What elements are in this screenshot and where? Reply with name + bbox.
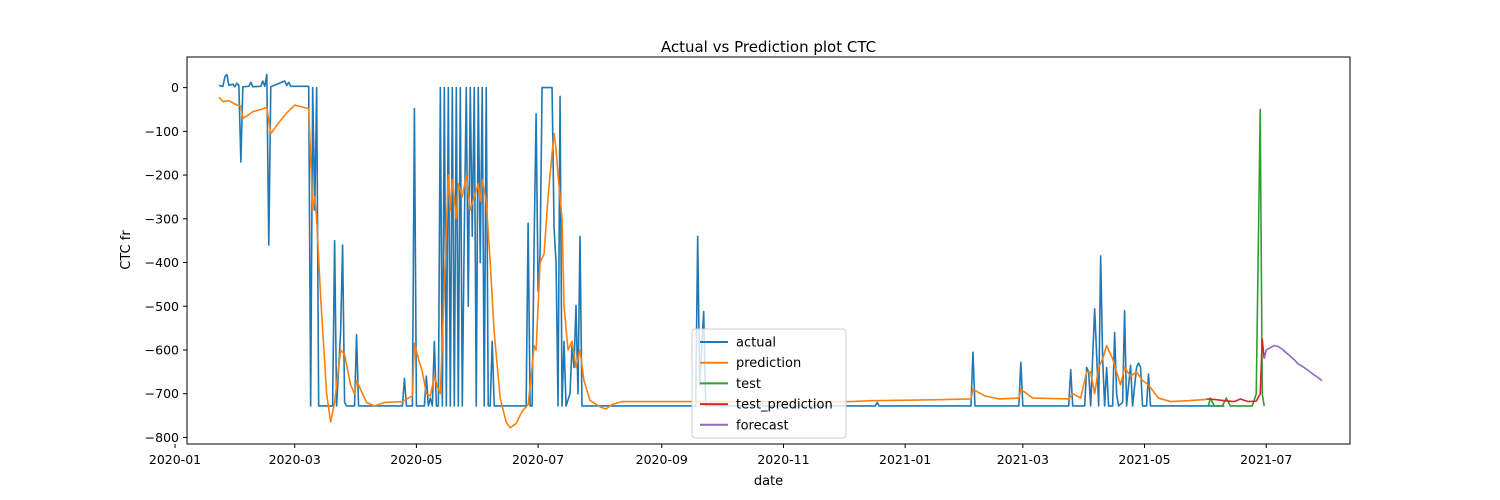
x-tick-label: 2020-05: [390, 452, 442, 467]
x-tick-label: 2021-07: [1240, 452, 1292, 467]
x-axis-label: date: [754, 474, 783, 489]
legend-label-prediction: prediction: [736, 356, 801, 371]
plot-frame: [186, 56, 1351, 445]
y-axis-label: CTC fr: [119, 230, 134, 270]
legend-label-actual: actual: [736, 336, 776, 351]
x-tick-label: 2021-01: [879, 452, 931, 467]
legend: actual prediction test test_predictionforec…: [691, 328, 847, 439]
y-tick-label: −100: [145, 124, 179, 139]
y-tick-label: −600: [145, 342, 179, 357]
y-tick-label: −300: [145, 211, 179, 226]
chart-title: Actual vs Prediction plot CTC: [661, 38, 876, 56]
x-tick-label: 2021-03: [997, 452, 1049, 467]
x-axis: 2020-01 2020-03 2020-05 2020-07 2020-09 2020-…: [149, 444, 1292, 467]
y-tick-label: −700: [145, 386, 179, 401]
x-tick-label: 2020-01: [149, 452, 201, 467]
x-tick-label: 2021-05: [1118, 452, 1170, 467]
series-group: [218, 73, 1323, 429]
y-tick-label: 0: [171, 80, 179, 95]
series-line-test: [1207, 108, 1266, 407]
y-tick-label: −800: [145, 430, 179, 445]
legend-box: [691, 328, 847, 439]
legend-label-test-prediction: test_prediction: [736, 398, 833, 413]
x-tick-label: 2020-11: [757, 452, 809, 467]
y-tick-label: −200: [145, 168, 179, 183]
y-tick-label: −400: [145, 255, 179, 270]
series-line-test-prediction: [1206, 338, 1266, 403]
legend-label-test: test: [736, 377, 761, 392]
plot-area: [186, 56, 1351, 445]
series-line-prediction: [218, 96, 1207, 429]
legend-label-forecast: forecast: [736, 418, 789, 433]
y-axis: 0 −100 −200 −300 −400 −500 −600 −700 −800: [145, 80, 187, 445]
x-tick-label: 2020-03: [269, 452, 321, 467]
series-line-forecast: [1263, 344, 1323, 382]
x-tick-label: 2020-07: [512, 452, 564, 467]
y-tick-label: −500: [145, 299, 179, 314]
x-tick-label: 2020-09: [636, 452, 688, 467]
